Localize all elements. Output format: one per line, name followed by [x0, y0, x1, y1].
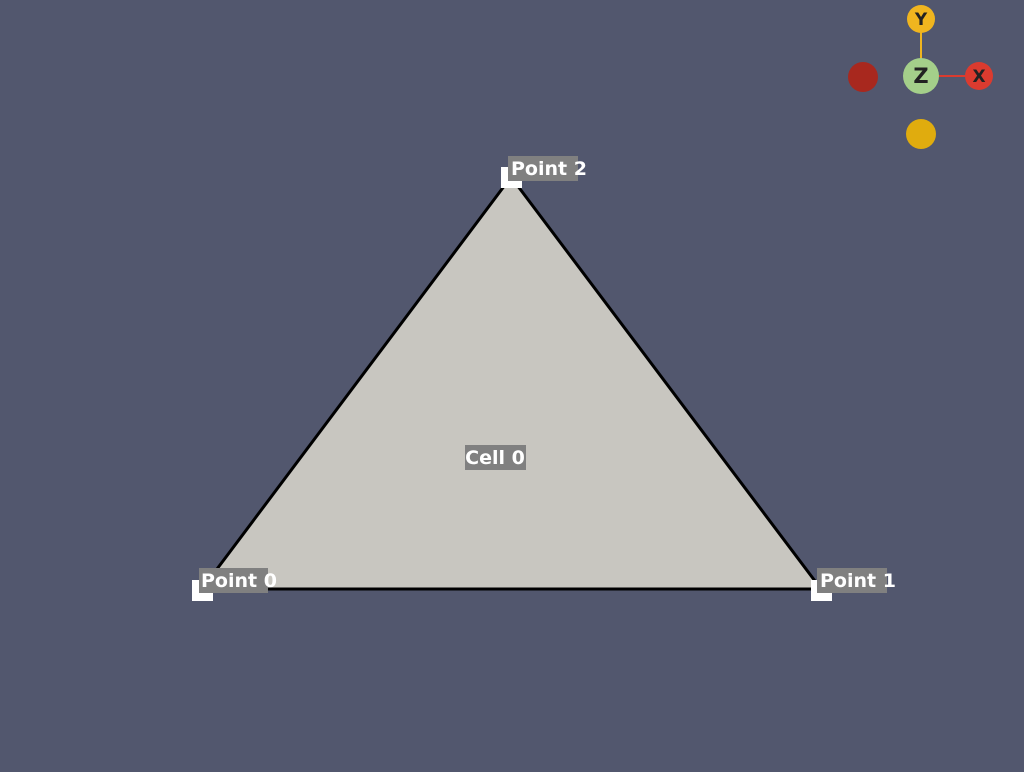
x-axis-handle[interactable]	[965, 62, 993, 90]
point-1-label-background	[817, 568, 887, 593]
cell-label: Cell 0	[465, 447, 525, 469]
z-axis-label: Z	[913, 64, 928, 88]
y-axis-handle[interactable]	[907, 5, 935, 33]
y-axis-label: Y	[914, 10, 928, 30]
negative-x-axis-handle[interactable]	[848, 62, 878, 92]
x-axis-label: X	[972, 67, 985, 87]
triangle-cell[interactable]	[199, 174, 825, 591]
negative-y-axis-handle[interactable]	[906, 119, 936, 149]
point-2-label: Point 2	[511, 158, 587, 180]
point-0-label-background	[199, 568, 268, 593]
point-0-label: Point 0	[201, 570, 277, 592]
cell-label-background	[465, 445, 526, 470]
point-1-label: Point 1	[820, 570, 896, 592]
z-axis-handle[interactable]	[903, 58, 939, 94]
point-2-label-background	[508, 156, 578, 181]
orientation-axes-widget[interactable]: X Y Z	[848, 5, 993, 149]
